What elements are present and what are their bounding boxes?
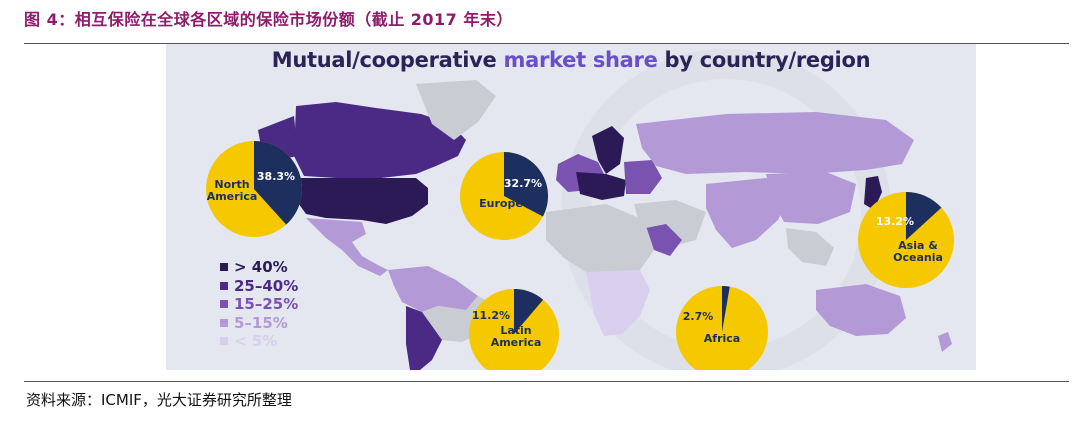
- pie-chart: 32.7% Europe: [460, 152, 548, 240]
- legend-item: 15–25%: [220, 295, 298, 314]
- figure-header: 图 4：相互保险在全球各区域的保险市场份额（截止 2017 年末）: [24, 10, 513, 29]
- pie-region-label: Europe: [479, 197, 523, 210]
- region-australia: [816, 284, 906, 336]
- region-europe-central: [576, 172, 626, 200]
- pie-value-label: 32.7%: [504, 177, 542, 190]
- region-new-zealand: [938, 332, 952, 352]
- footer-rule: [24, 381, 1069, 382]
- pie-region-label: Africa: [704, 332, 740, 345]
- chart-title-part-2: market share: [503, 48, 658, 72]
- region-europe-east: [624, 160, 662, 194]
- region-saudi: [646, 224, 682, 256]
- region-greenland: [416, 80, 496, 140]
- chart-legend: > 40% 25–40% 15–25% 5–15% < 5%: [220, 258, 298, 351]
- region-mexico: [306, 218, 388, 276]
- region-canada: [294, 102, 466, 178]
- header-rule: [24, 43, 1069, 44]
- legend-item: 5–15%: [220, 314, 298, 333]
- legend-label: 25–40%: [234, 276, 299, 295]
- pie-region-label: America: [207, 190, 258, 203]
- legend-item: < 5%: [220, 332, 298, 351]
- legend-label: 15–25%: [234, 295, 299, 313]
- pie-chart: 2.7% Africa: [676, 286, 768, 370]
- chart-title-part-3: by country/region: [657, 48, 871, 72]
- pie-region-label: Latin: [500, 324, 531, 337]
- legend-swatch: [220, 263, 228, 272]
- pie-region-label: America: [491, 336, 542, 349]
- region-china: [766, 172, 856, 224]
- legend-swatch: [220, 300, 228, 309]
- pie-share-slice: [906, 192, 942, 240]
- region-africa-south: [586, 270, 650, 336]
- legend-swatch: [220, 337, 228, 346]
- chart-title-part-1: Mutual/cooperative: [271, 48, 504, 72]
- legend-label: > 40%: [234, 258, 288, 276]
- figure-source: 资料来源：ICMIF，光大证券研究所整理: [26, 391, 292, 409]
- legend-label: 5–15%: [234, 313, 288, 332]
- region-usa: [294, 178, 428, 224]
- pie-region-label: North: [214, 178, 249, 191]
- pie-region-label: Asia &: [898, 239, 938, 252]
- pie-share-slice: [514, 289, 544, 334]
- pie-value-label: 13.2%: [876, 215, 914, 228]
- pie-value-label: 2.7%: [683, 310, 714, 323]
- legend-item: 25–40%: [220, 277, 298, 296]
- legend-swatch: [220, 281, 228, 290]
- region-se-asia: [786, 228, 834, 266]
- region-africa-north: [546, 204, 654, 276]
- legend-swatch: [220, 318, 228, 327]
- region-south-america-north: [388, 266, 478, 312]
- region-southern-cone: [406, 306, 442, 370]
- legend-label: < 5%: [234, 332, 278, 350]
- pie-value-label: 11.2%: [472, 309, 510, 322]
- region-south-asia: [706, 178, 790, 248]
- pie-value-label: 38.3%: [257, 170, 295, 183]
- region-russia: [636, 112, 914, 174]
- pie-share-slice: [254, 141, 302, 225]
- pie-share-slice: [722, 286, 730, 332]
- map-chart-panel: 38.3% North America 32.7% Europe 13.2% Asia & O…: [166, 44, 976, 370]
- pie-region-label: Oceania: [893, 251, 943, 264]
- legend-item: > 40%: [220, 258, 298, 277]
- pie-chart: 13.2% Asia &Oceania: [858, 192, 954, 288]
- pie-share-slice: [504, 152, 548, 217]
- chart-title: Mutual/cooperative market share by count…: [166, 48, 976, 72]
- region-scandinavia: [592, 126, 624, 174]
